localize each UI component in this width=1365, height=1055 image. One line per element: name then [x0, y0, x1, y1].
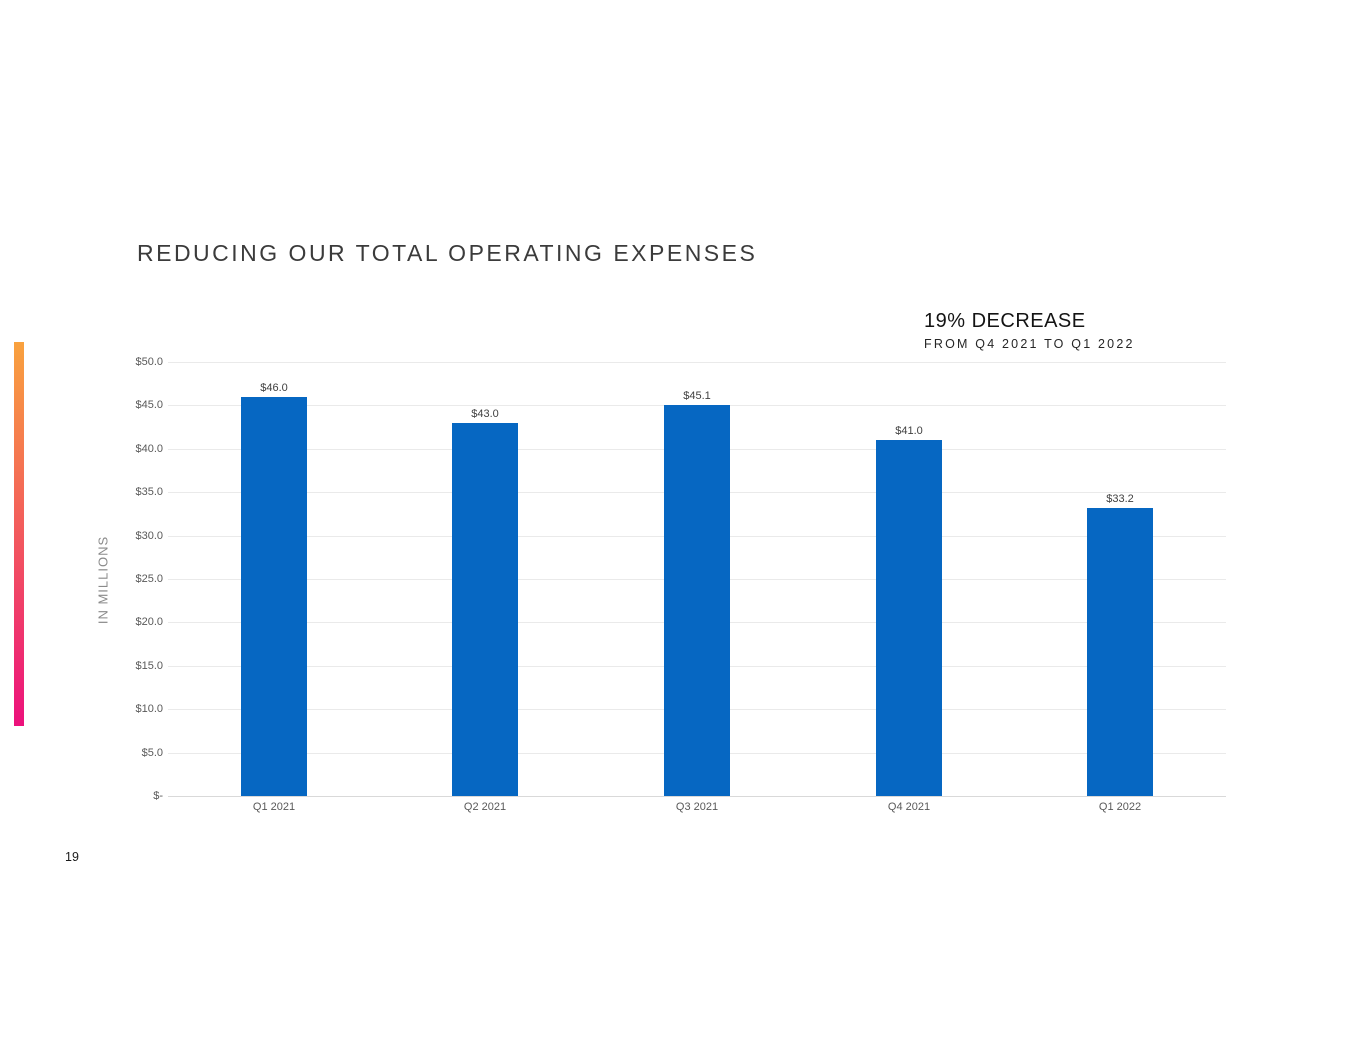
x-tick-label: Q1 2022 [1098, 801, 1142, 813]
bar-chart: $- $5.0 $10.0 $15.0 $20.0 $25.0 $30.0 $35.0 $40.… [96, 356, 1226, 813]
gridline [168, 362, 1226, 363]
x-tick-label: Q2 2021 [463, 801, 507, 813]
bar-q1-2021 [241, 397, 307, 796]
annotation-subline: FROM Q4 2021 TO Q1 2022 [924, 337, 1135, 351]
y-tick-label: $- [153, 790, 163, 802]
x-tick-label: Q1 2021 [252, 801, 296, 813]
accent-gradient-bar [14, 342, 24, 726]
y-tick-label: $25.0 [135, 573, 163, 585]
bar-q2-2021 [452, 423, 518, 796]
page-number: 19 [65, 850, 79, 864]
bar-value-label: $41.0 [895, 425, 923, 437]
y-tick-label: $40.0 [135, 442, 163, 455]
annotation-headline: 19% DECREASE [924, 310, 1086, 332]
bar-value-label: $45.1 [683, 390, 711, 402]
bar-q4-2021 [876, 440, 942, 796]
y-tick-label: $5.0 [141, 746, 163, 759]
y-tick-label: $15.0 [135, 659, 163, 672]
bar-value-label: $43.0 [471, 408, 499, 420]
y-tick-label: $45.0 [135, 399, 163, 412]
y-tick-label: $20.0 [135, 616, 163, 629]
slide-title: REDUCING OUR TOTAL OPERATING EXPENSES [137, 240, 758, 266]
x-tick-label: Q4 2021 [887, 801, 931, 813]
y-tick-label: $35.0 [135, 486, 163, 499]
y-tick-label: $50.0 [135, 356, 163, 368]
x-tick-label: Q3 2021 [675, 801, 719, 813]
decrease-annotation: 19% DECREASE FROM Q4 2021 TO Q1 2022 [924, 310, 1135, 351]
y-axis-title: IN MILLIONS [95, 535, 111, 625]
bar-value-label: $46.0 [260, 382, 288, 394]
bar-q3-2021 [664, 405, 730, 796]
bar-q1-2022 [1087, 508, 1153, 796]
y-tick-label: $30.0 [135, 529, 163, 542]
bar-value-label: $33.2 [1106, 493, 1134, 505]
x-axis-line [168, 796, 1226, 797]
y-tick-label: $10.0 [135, 703, 163, 716]
